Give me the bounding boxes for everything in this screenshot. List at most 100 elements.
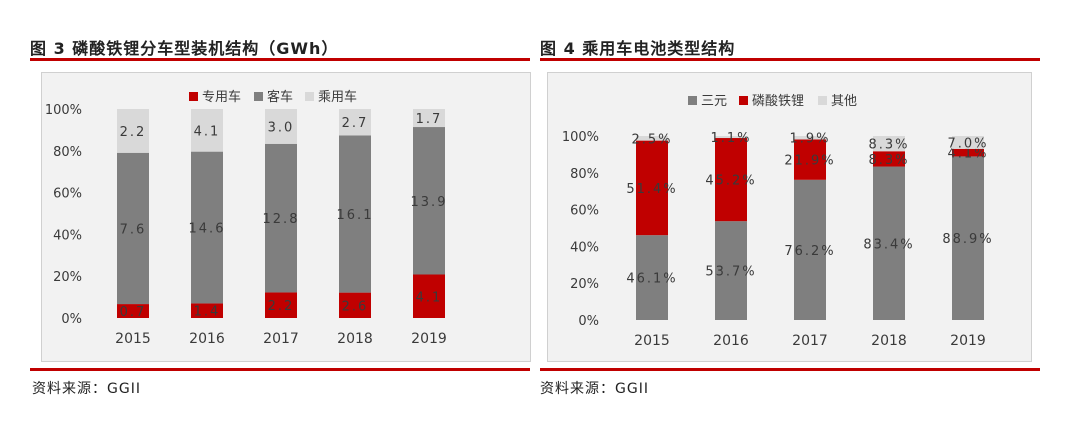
- right-bar-1-3: [873, 151, 905, 167]
- left-bar-2-1: [191, 109, 223, 152]
- right-ytick-2: 40%: [570, 240, 599, 255]
- left-title-rule: [30, 58, 530, 61]
- left-bar-1-1: [191, 151, 223, 304]
- left-xtick-3: 2018: [337, 331, 373, 347]
- right-data-label-1-2: 21.9%: [784, 154, 835, 169]
- left-legend-swatch-1: [254, 92, 263, 101]
- right-data-label-1-1: 45.2%: [705, 174, 756, 189]
- left-legend-label-2: 乘用车: [318, 89, 357, 105]
- left-legend-swatch-0: [189, 92, 198, 101]
- left-bar-1-4: [413, 127, 445, 275]
- right-bar-2-1: [715, 136, 747, 139]
- left-data-label-0-2: 2.2: [268, 299, 295, 314]
- right-chart-title: 图 4 乘用车电池类型结构: [540, 39, 736, 58]
- left-data-label-1-3: 16.1: [337, 208, 374, 223]
- left-bar-1-2: [265, 143, 297, 293]
- right-data-label-2-2: 1.9%: [789, 132, 830, 147]
- right-legend-swatch-1: [739, 96, 748, 105]
- right-legend-label-1: 磷酸铁锂: [752, 94, 804, 109]
- left-chart-title: 图 3 磷酸铁锂分车型装机结构（GWh）: [30, 39, 339, 58]
- right-bar-2-3: [873, 136, 905, 152]
- left-data-label-2-2: 3.0: [268, 120, 295, 135]
- right-data-label-1-0: 51.4%: [626, 182, 677, 197]
- right-bar-1-2: [794, 139, 826, 180]
- left-data-label-1-1: 14.6: [189, 222, 226, 237]
- right-bar-0-0: [636, 235, 668, 320]
- left-data-label-1-4: 13.9: [411, 195, 448, 210]
- right-data-label-1-3: 8.3%: [868, 153, 909, 168]
- right-bar-1-1: [715, 138, 747, 222]
- right-bar-0-1: [715, 221, 747, 320]
- left-xtick-1: 2016: [189, 331, 225, 347]
- left-legend-label-0: 专用车: [202, 89, 241, 105]
- left-bar-0-1: [191, 303, 223, 318]
- right-data-label-0-3: 83.4%: [863, 237, 914, 252]
- left-data-label-2-0: 2.2: [120, 125, 147, 140]
- left-bar-2-3: [339, 109, 371, 136]
- left-data-label-0-0: 0.7: [120, 305, 147, 320]
- right-bar-0-3: [873, 166, 905, 320]
- right-xtick-2: 2017: [792, 333, 828, 349]
- right-bar-2-0: [636, 136, 668, 141]
- right-ytick-1: 20%: [570, 277, 599, 292]
- left-legend-label-1: 客车: [267, 89, 293, 105]
- left-chart: 专用车 客车 乘用车 0% 20% 40% 60% 80% 100% 0.7 7.6 2.2 2015 1…: [45, 89, 448, 347]
- left-data-label-1-2: 12.8: [263, 212, 300, 227]
- right-data-label-2-1: 1.1%: [710, 131, 751, 146]
- right-bar-0-2: [794, 179, 826, 320]
- right-bar-2-4: [952, 136, 984, 149]
- right-data-label-1-4: 4.1%: [947, 147, 988, 162]
- left-legend-swatch-2: [305, 92, 314, 101]
- left-bar-0-0: [117, 304, 149, 318]
- right-data-label-0-4: 88.9%: [942, 232, 993, 247]
- left-ytick-2: 40%: [53, 228, 82, 243]
- right-ytick-0: 0%: [578, 314, 599, 329]
- left-data-label-1-0: 7.6: [120, 222, 147, 237]
- left-data-label-0-4: 4.1: [416, 290, 443, 305]
- left-ytick-4: 80%: [53, 145, 82, 160]
- right-source-rule: [540, 368, 1040, 371]
- left-xtick-2: 2017: [263, 331, 299, 347]
- left-ytick-1: 20%: [53, 270, 82, 285]
- left-bar-1-3: [339, 135, 371, 293]
- right-legend-swatch-2: [818, 96, 827, 105]
- right-source-note: 资料来源：GGII: [540, 381, 649, 397]
- right-xtick-4: 2019: [950, 333, 986, 349]
- left-source-note: 资料来源：GGII: [32, 381, 141, 397]
- left-bar-2-2: [265, 109, 297, 144]
- right-data-label-0-1: 53.7%: [705, 265, 756, 280]
- left-data-label-2-4: 1.7: [416, 112, 443, 127]
- right-ytick-4: 80%: [570, 167, 599, 182]
- right-legend-label-0: 三元: [701, 94, 727, 109]
- left-ytick-3: 60%: [53, 187, 82, 202]
- left-xtick-4: 2019: [411, 331, 447, 347]
- right-bar-1-4: [952, 148, 984, 157]
- left-data-label-2-1: 4.1: [194, 124, 221, 139]
- right-bar-1-0: [636, 140, 668, 236]
- left-source-rule: [30, 368, 530, 371]
- left-data-label-0-1: 1.4: [194, 305, 221, 320]
- left-xtick-0: 2015: [115, 331, 151, 347]
- right-legend-swatch-0: [688, 96, 697, 105]
- left-bar-2-0: [117, 109, 149, 153]
- right-ytick-3: 60%: [570, 204, 599, 219]
- right-data-label-2-4: 7.0%: [947, 136, 988, 151]
- left-bar-0-3: [339, 292, 371, 318]
- left-bar-0-4: [413, 274, 445, 318]
- right-data-label-2-0: 2.5%: [631, 132, 672, 147]
- right-bar-0-4: [952, 156, 984, 320]
- left-bar-2-4: [413, 109, 445, 128]
- right-legend-label-2: 其他: [831, 94, 857, 109]
- right-bar-2-2: [794, 136, 826, 140]
- left-bar-1-0: [117, 152, 149, 305]
- right-data-label-0-0: 46.1%: [626, 272, 677, 287]
- left-ytick-0: 0%: [61, 312, 82, 327]
- right-title-rule: [540, 58, 1040, 61]
- right-xtick-0: 2015: [634, 333, 670, 349]
- right-ytick-5: 100%: [562, 130, 599, 145]
- left-ytick-5: 100%: [45, 103, 82, 118]
- right-chart-frame: 三元 磷酸铁锂 其他 0% 20% 40% 60% 80% 100% 46.1% 51.4% 2.5%…: [547, 72, 1032, 362]
- left-chart-frame: 专用车 客车 乘用车 0% 20% 40% 60% 80% 100% 0.7 7.6 2.2 2015 1…: [41, 72, 531, 362]
- right-data-label-2-3: 8.3%: [868, 138, 909, 153]
- right-xtick-1: 2016: [713, 333, 749, 349]
